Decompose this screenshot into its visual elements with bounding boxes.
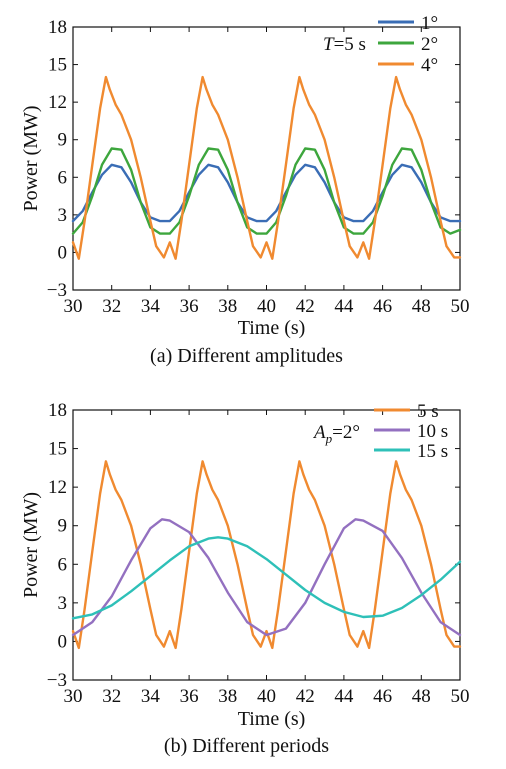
y-tick-label: 9 — [58, 130, 68, 151]
y-tick-label: 18 — [48, 400, 67, 421]
y-tick-label: 15 — [48, 55, 67, 76]
y-tick-label: 3 — [58, 205, 68, 226]
series-line-2 — [71, 518, 462, 637]
x-tick-label: 32 — [102, 296, 121, 317]
y-tick-label: −3 — [47, 280, 67, 301]
panel-caption: (a) Different amplitudes — [150, 345, 343, 367]
x-tick-label: 40 — [257, 686, 276, 707]
legend: 1°2°4° — [378, 13, 438, 76]
x-tick-label: 50 — [451, 686, 470, 707]
y-tick-label: 6 — [58, 554, 68, 575]
series-line-2 — [71, 147, 462, 235]
x-tick-label: 38 — [218, 686, 237, 707]
x-tick-label: 34 — [141, 686, 161, 707]
x-tick-label: 36 — [180, 296, 199, 317]
y-tick-label: 3 — [58, 593, 68, 614]
x-tick-label: 36 — [180, 686, 199, 707]
y-axis-label: Power (MW) — [20, 105, 42, 211]
x-tick-label: 30 — [64, 686, 83, 707]
legend-label: 1° — [421, 13, 438, 34]
x-tick-label: 48 — [412, 296, 431, 317]
y-axis-label: Power (MW) — [20, 492, 42, 598]
legend-label: 2° — [421, 34, 438, 55]
panel-caption: (b) Different periods — [164, 735, 329, 757]
y-tick-label: 12 — [48, 92, 67, 113]
x-tick-label: 42 — [296, 686, 315, 707]
parameter-annotation: Ap=2° — [312, 422, 360, 446]
x-tick-label: 32 — [102, 686, 121, 707]
y-tick-label: 0 — [58, 631, 68, 652]
legend-label: 5 s — [417, 401, 439, 422]
y-tick-label: 15 — [48, 439, 67, 460]
x-tick-label: 44 — [334, 686, 354, 707]
x-axis-label: Time (s) — [238, 317, 306, 339]
legend: 5 s10 s15 s — [374, 401, 448, 462]
x-tick-label: 44 — [334, 296, 354, 317]
x-tick-label: 40 — [257, 296, 276, 317]
x-tick-label: 46 — [373, 296, 392, 317]
series-line-3 — [71, 536, 462, 620]
y-tick-label: 6 — [58, 167, 68, 188]
x-tick-label: 30 — [64, 296, 83, 317]
plot-frame — [72, 26, 461, 291]
series-line-1 — [71, 460, 462, 650]
y-tick-label: −3 — [47, 670, 67, 691]
legend-label: 4° — [421, 55, 438, 76]
x-tick-label: 38 — [218, 296, 237, 317]
y-tick-label: 12 — [48, 477, 67, 498]
legend-label: 10 s — [417, 421, 448, 442]
series-line-3 — [71, 75, 462, 260]
y-tick-label: 0 — [58, 242, 68, 263]
x-tick-label: 42 — [296, 296, 315, 317]
parameter-annotation: T=5 s — [323, 34, 366, 55]
x-tick-label: 48 — [412, 686, 431, 707]
x-tick-label: 50 — [451, 296, 470, 317]
y-tick-label: 18 — [48, 17, 67, 38]
y-tick-label: 9 — [58, 516, 68, 537]
legend-label: 15 s — [417, 441, 448, 462]
x-tick-label: 34 — [141, 296, 161, 317]
x-tick-label: 46 — [373, 686, 392, 707]
x-axis-label: Time (s) — [238, 708, 306, 730]
